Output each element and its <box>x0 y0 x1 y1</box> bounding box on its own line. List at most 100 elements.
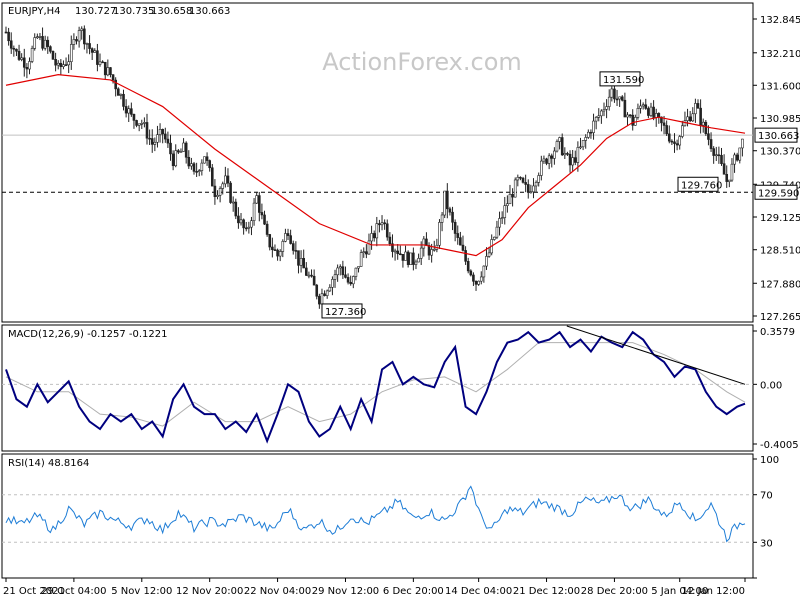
candle-body <box>474 281 478 285</box>
candle-body <box>83 28 86 45</box>
candle-body <box>686 116 689 121</box>
candle-body <box>28 61 31 70</box>
candle-body <box>647 108 650 116</box>
annotation-label: 127.360 <box>325 307 366 318</box>
header-value: 130.735 <box>113 6 154 17</box>
watermark: ActionForex.com <box>322 48 522 76</box>
candle-body <box>459 237 462 246</box>
candle-body <box>54 59 57 66</box>
annotation-box <box>599 71 641 87</box>
candle-body <box>312 275 316 286</box>
candle-body <box>171 153 175 167</box>
candle-body <box>143 122 146 124</box>
macd-panel-frame <box>1 324 754 452</box>
candle-body <box>67 61 70 66</box>
candle-body <box>448 208 452 213</box>
rsi-tick-label: 100 <box>760 455 779 466</box>
candle-body <box>85 43 89 45</box>
candle-body <box>722 163 726 175</box>
candle-body <box>367 240 371 255</box>
candle-body <box>169 142 172 155</box>
candle-body <box>589 131 593 134</box>
candle-body <box>137 123 141 126</box>
current-price-label: 130.663 <box>758 131 799 142</box>
candle-body <box>393 250 397 253</box>
candle-body <box>631 114 635 126</box>
candle-body <box>242 219 245 229</box>
candle-body <box>354 267 358 277</box>
candle-body <box>615 98 619 101</box>
annotation-label: 129.760 <box>681 180 722 191</box>
candle-body <box>636 108 640 118</box>
candle-body <box>704 121 708 135</box>
support-price-box <box>754 184 798 200</box>
candle-body <box>396 250 399 255</box>
candle-body <box>114 79 117 90</box>
candle-body <box>584 137 588 141</box>
candle-body <box>140 123 144 125</box>
candle-body <box>600 110 603 117</box>
candle-body <box>513 179 517 198</box>
candle-body <box>438 222 441 246</box>
candle-body <box>456 233 460 238</box>
candle-body <box>315 284 319 297</box>
candle-body <box>626 114 629 118</box>
candle-body <box>359 252 363 267</box>
candle-body <box>166 138 170 144</box>
candle-body <box>145 122 149 139</box>
candle-body <box>563 153 567 156</box>
candle-body <box>127 108 131 114</box>
candle-body <box>132 114 136 121</box>
candle-body <box>325 290 329 296</box>
candle-body <box>714 154 718 157</box>
candle-body <box>558 137 561 142</box>
candle-body <box>712 148 715 156</box>
candle-body <box>696 103 700 109</box>
candle-body <box>644 104 648 109</box>
candle-body <box>425 238 428 246</box>
candle-body <box>344 274 347 278</box>
candle-body <box>730 163 734 181</box>
candle-body <box>192 163 196 172</box>
x-tick-label: 12 Jan 12:00 <box>682 586 745 597</box>
candle-body <box>72 39 76 45</box>
candle-body <box>271 246 274 250</box>
x-tick-label: 5 Nov 12:00 <box>111 586 172 597</box>
candle-body <box>657 113 661 118</box>
candle-body <box>255 195 258 204</box>
candle-body <box>278 251 282 257</box>
candle-body <box>521 177 525 183</box>
candle-body <box>36 36 39 39</box>
candle-body <box>500 217 504 219</box>
x-tick-label: 29 Nov 12:00 <box>312 586 379 597</box>
candle-body <box>349 281 352 285</box>
annotation-box <box>321 303 363 319</box>
x-tick-label: 21 Dec 12:00 <box>513 586 580 597</box>
candle-body <box>422 238 426 249</box>
candle-body <box>205 156 209 161</box>
candle-body <box>299 258 303 266</box>
candle-body <box>12 47 16 50</box>
candle-body <box>174 150 178 167</box>
candle-body <box>56 62 60 66</box>
candle-body <box>652 106 655 118</box>
candle-body <box>417 258 420 263</box>
candle-body <box>111 74 115 81</box>
candle-body <box>440 214 444 223</box>
candle-body <box>286 233 290 236</box>
candle-body <box>427 245 431 256</box>
candle-body <box>263 214 266 225</box>
candle-body <box>103 61 107 76</box>
candle-body <box>224 175 227 185</box>
candle-body <box>487 252 491 257</box>
candle-body <box>675 143 679 146</box>
candle-body <box>464 250 467 262</box>
candle-body <box>158 129 162 135</box>
macd-tick-label: 0.3579 <box>760 327 795 338</box>
candle-body <box>654 113 658 118</box>
candle-body <box>33 37 37 49</box>
candle-body <box>333 274 337 280</box>
candle-body <box>446 190 449 210</box>
candle-body <box>391 243 394 252</box>
candle-body <box>412 252 415 265</box>
